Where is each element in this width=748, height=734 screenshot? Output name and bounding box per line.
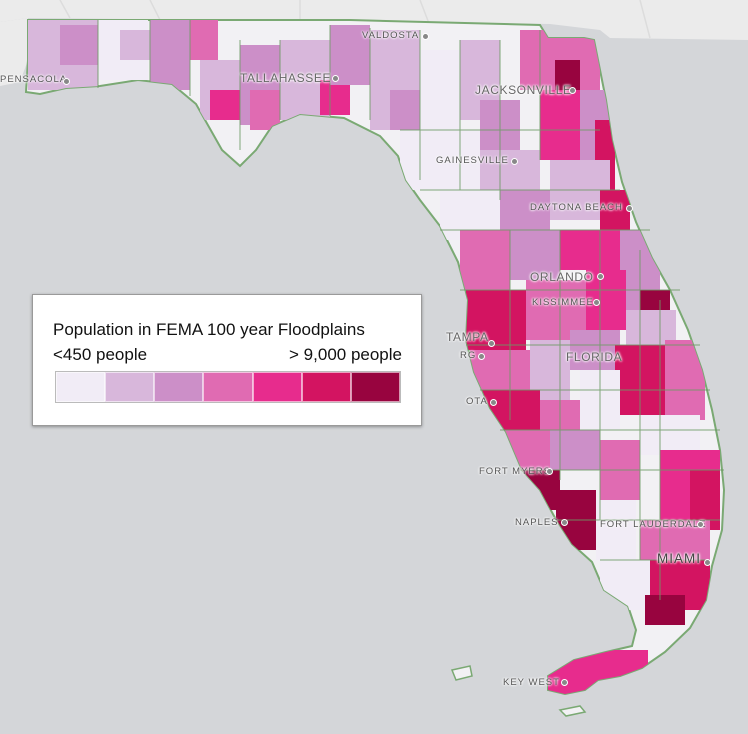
city-label-tampa: TAMPA [446, 330, 489, 344]
city-label-key-west: KEY WEST [503, 677, 560, 688]
city-label-pensacola: PENSACOLA [0, 74, 68, 85]
city-label-kissimmee: KISSIMMEE [532, 297, 594, 308]
map-legend: Population in FEMA 100 year Floodplains … [32, 294, 422, 426]
city-label-gainesville: GAINESVILLE [436, 155, 509, 166]
legend-swatch-1 [56, 372, 106, 402]
legend-swatch-7 [350, 372, 400, 402]
city-dot-naples [561, 519, 568, 526]
legend-color-scale [55, 371, 401, 403]
city-label-tallahassee: TALLAHASSEE [240, 71, 332, 85]
city-dot-pensacola [63, 78, 70, 85]
city-dot-fort-lauderdale [697, 521, 704, 528]
roads [59, 0, 651, 39]
city-dot-tampa [488, 340, 495, 347]
city-dot-rg [478, 353, 485, 360]
city-label-orlando: ORLANDO [530, 270, 594, 284]
city-label-naples: NAPLES [515, 517, 559, 528]
city-label-ota: OTA [466, 396, 488, 407]
alabama-land [0, 18, 28, 86]
legend-swatch-3 [154, 372, 204, 402]
city-label-valdosta: VALDOSTA [362, 30, 420, 41]
city-label-jacksonville: JACKSONVILLE [475, 83, 572, 97]
island [450, 665, 473, 681]
legend-swatch-2 [105, 372, 155, 402]
city-dot-key-west [561, 679, 568, 686]
city-dot-ota [490, 399, 497, 406]
city-dot-daytona-beach [626, 205, 633, 212]
legend-swatch-6 [301, 372, 351, 402]
legend-title: Population in FEMA 100 year Floodplains [53, 320, 365, 339]
legend-swatch-4 [203, 372, 253, 402]
city-dot-tallahassee [332, 75, 339, 82]
city-dot-miami [704, 559, 711, 566]
legend-high-label: > 9,000 people [289, 345, 402, 364]
city-label-fort-myers: FORT MYERS [479, 466, 551, 477]
city-label-miami: MIAMI [657, 551, 701, 566]
city-dot-jacksonville [569, 87, 576, 94]
city-label-fort-lauderdale: FORT LAUDERDALE [600, 519, 707, 530]
city-dot-gainesville [511, 158, 518, 165]
city-dot-valdosta [422, 33, 429, 40]
city-dot-kissimmee [593, 299, 600, 306]
city-label-daytona-beach: DAYTONA BEACH [530, 202, 623, 213]
city-dot-orlando [597, 273, 604, 280]
city-dot-fort-myers [546, 468, 553, 475]
legend-swatch-5 [252, 372, 302, 402]
city-label-rg: RG [460, 350, 477, 361]
city-label-florida: FLORIDA [566, 350, 623, 364]
legend-low-label: <450 people [53, 345, 148, 364]
county-borders [97, 20, 724, 600]
island [558, 705, 587, 717]
